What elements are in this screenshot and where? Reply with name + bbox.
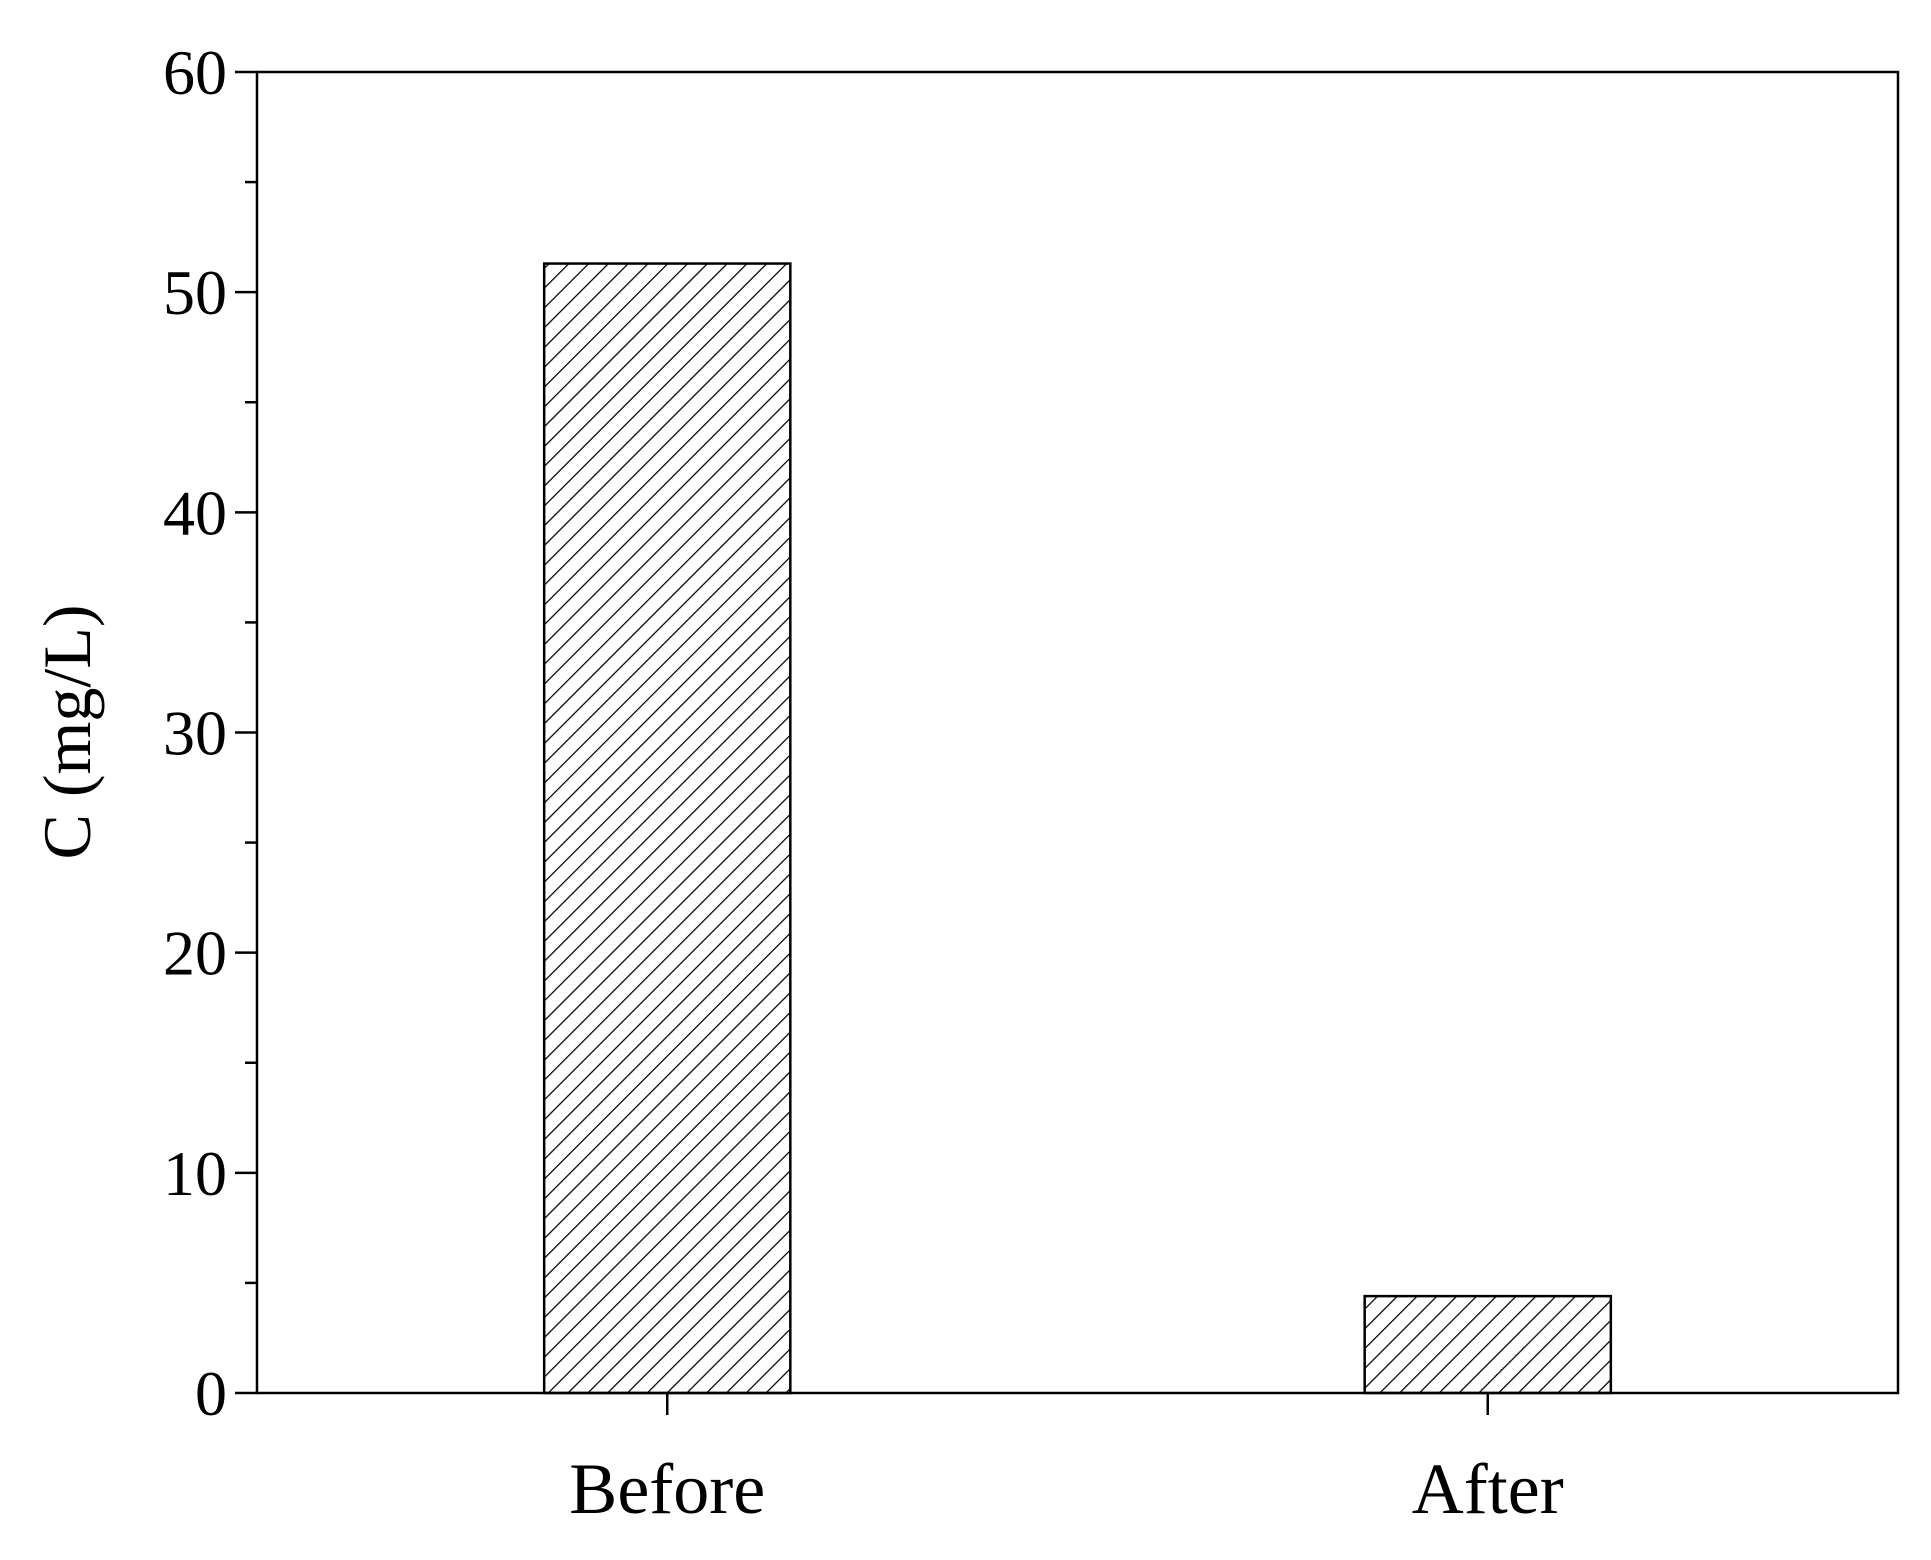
x-tick-label: Before: [569, 1449, 765, 1529]
y-tick-label: 60: [163, 37, 227, 108]
y-tick-label: 20: [163, 918, 227, 989]
bar: [1363, 1294, 1613, 1395]
x-tick-label: After: [1412, 1449, 1564, 1529]
y-tick-label: 30: [163, 698, 227, 769]
y-tick-label: 10: [163, 1138, 227, 1209]
bar: [542, 262, 792, 1395]
y-tick-label: 50: [163, 257, 227, 328]
y-tick-label: 0: [195, 1358, 227, 1429]
plot-frame: [255, 70, 1900, 1395]
y-axis-label: C (mg/L): [29, 605, 105, 860]
y-tick-label: 40: [163, 477, 227, 548]
